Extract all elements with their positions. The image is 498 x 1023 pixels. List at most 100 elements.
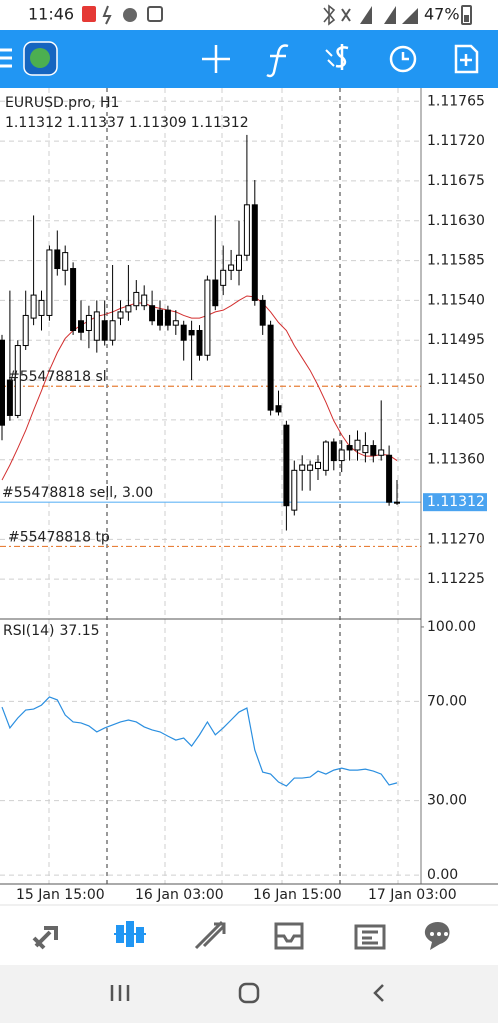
- y-tick-label: 1.11450: [427, 372, 485, 388]
- text-layer: 1.11765 1.11720 1.11675 1.11630 1.11585 1.115…: [2, 93, 485, 903]
- ohlc-value: 1.11312: [191, 115, 249, 131]
- candle-body: [141, 294, 148, 307]
- tab-bar: [0, 905, 498, 965]
- notification-icon: [123, 8, 137, 22]
- crosshair-button[interactable]: [202, 45, 230, 73]
- recents-button[interactable]: [110, 985, 130, 1001]
- y-tick-label: 30.00: [427, 793, 467, 809]
- signal-icon: [402, 8, 418, 24]
- ohlc-value: 1.11309: [129, 115, 187, 131]
- indicators-button[interactable]: [266, 44, 289, 78]
- candle-body: [180, 324, 187, 341]
- candle-body: [157, 309, 163, 326]
- x-tick-label: 16 Jan 15:00: [253, 887, 342, 903]
- ohlc-value: 1.11337: [67, 115, 125, 131]
- chart-tab[interactable]: [114, 921, 146, 947]
- moving-average: [1, 295, 398, 481]
- y-tick-label: 1.11720: [427, 133, 485, 149]
- y-tick-label: 1.11360: [427, 452, 485, 468]
- y-tick-label: 100.00: [427, 619, 476, 635]
- indicator-header: RSI(14) 37.15: [3, 623, 100, 639]
- price-label: 1.11312: [427, 494, 485, 510]
- x-tick-label: 17 Jan 03:00: [368, 887, 457, 903]
- y-tick-label: 1.11765: [427, 93, 485, 109]
- candle-body: [283, 424, 290, 507]
- indicator-name: RSI(14): [3, 623, 54, 639]
- ohlc-header: 1.11312 1.11337 1.11309 1.11312: [5, 115, 249, 131]
- candle-body: [54, 249, 61, 270]
- candle-body: [70, 268, 77, 331]
- x-tick-label: 16 Jan 03:00: [135, 887, 224, 903]
- candle-body: [101, 320, 108, 341]
- grid-layer: [0, 88, 424, 884]
- candle-body: [62, 252, 69, 271]
- timeframe-button[interactable]: [389, 45, 417, 73]
- order-label: #55478818 sell, 3.00: [2, 485, 153, 501]
- y-tick-label: 1.11225: [427, 571, 485, 587]
- candle-body: [133, 291, 140, 307]
- news-tab[interactable]: [354, 924, 386, 950]
- candle-body: [78, 320, 84, 333]
- ohlc-value: 1.11312: [5, 115, 63, 131]
- y-tick-label: 1.11540: [427, 292, 485, 308]
- price-box: [423, 493, 487, 512]
- candle-body: [307, 464, 314, 471]
- candle-body: [228, 264, 235, 271]
- candle-body: [188, 329, 195, 336]
- candle-body: [354, 439, 361, 451]
- trade-tab[interactable]: [194, 920, 226, 950]
- candle-body: [291, 469, 298, 511]
- order-label: #55478818 tp: [8, 529, 110, 545]
- menu-button[interactable]: [0, 48, 12, 68]
- candle-body: [172, 320, 179, 326]
- candle-body: [267, 324, 274, 411]
- timeframe-button[interactable]: [401, 52, 409, 61]
- candle-body: [394, 501, 400, 504]
- y-tick-label: 1.11495: [427, 332, 485, 348]
- clock: 11:46: [28, 5, 74, 24]
- quotes-tab[interactable]: [32, 926, 58, 950]
- trade-button[interactable]: [335, 44, 349, 70]
- y-tick-label: 1.11675: [427, 173, 485, 189]
- y-tick-label: 1.11630: [427, 213, 485, 229]
- bluetooth-icon: [323, 4, 336, 26]
- trade-button[interactable]: [325, 49, 335, 67]
- x-tick-label: 15 Jan 15:00: [16, 887, 105, 903]
- candle-body: [85, 314, 92, 331]
- chat-tab[interactable]: [424, 922, 450, 950]
- home-button[interactable]: [238, 982, 260, 1004]
- toolbar: [0, 30, 498, 88]
- candle-body: [236, 254, 242, 271]
- candle-body: [220, 269, 227, 286]
- y-tick-label: 1.11405: [427, 412, 485, 428]
- notification-icon: [102, 5, 112, 25]
- order-label: #55478818 sl: [8, 369, 107, 385]
- candle-body: [0, 339, 5, 426]
- candle-body: [38, 299, 45, 316]
- symbol-title: EURUSD.pro, H1: [5, 95, 119, 111]
- candle-body: [362, 445, 369, 454]
- candle-body: [93, 311, 100, 341]
- history-tab[interactable]: [274, 922, 304, 950]
- candle-body: [259, 299, 266, 326]
- candle-body: [275, 405, 282, 413]
- candle-body: [46, 249, 53, 316]
- candle-body: [315, 461, 321, 470]
- signal-icon: [360, 6, 396, 24]
- candle-body: [378, 449, 385, 456]
- y-tick-label: 0.00: [427, 867, 458, 883]
- new-order-button[interactable]: [454, 44, 479, 74]
- candle-body: [322, 441, 329, 471]
- notification-icon: [82, 6, 96, 22]
- candle-body: [109, 320, 116, 341]
- candle-body: [6, 379, 13, 416]
- y-tick-label: 1.11585: [427, 253, 485, 269]
- mute-icon: [341, 8, 351, 22]
- candle-body: [243, 204, 250, 256]
- candle-body: [117, 311, 124, 319]
- back-button[interactable]: [373, 984, 384, 1002]
- candle-body: [30, 294, 37, 319]
- rsi-line: [1, 696, 398, 787]
- candle-body: [299, 464, 306, 471]
- candle-body: [370, 445, 377, 456]
